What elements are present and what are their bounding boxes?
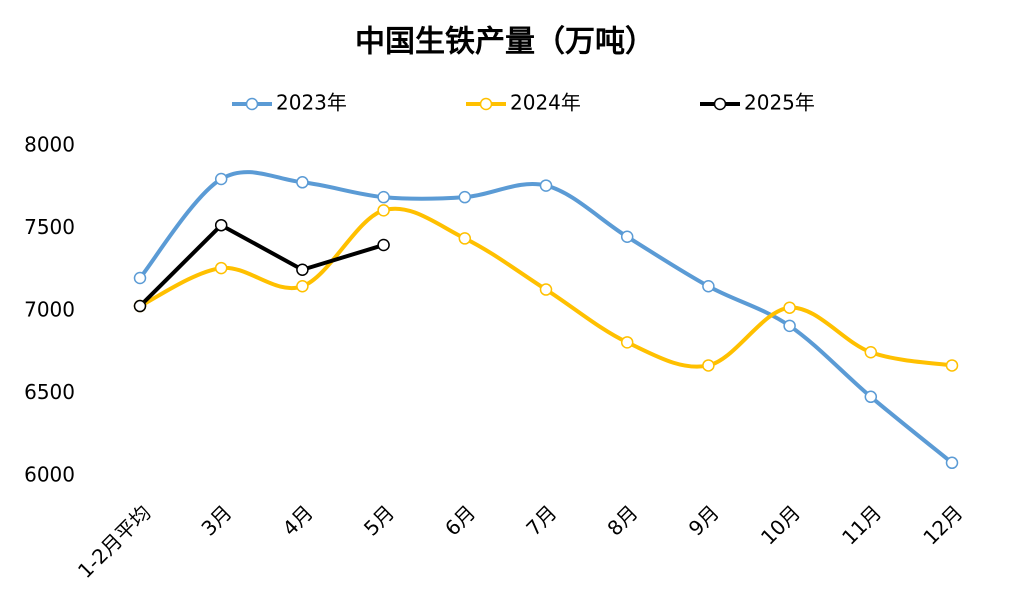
legend-label: 2024年 xyxy=(510,91,581,115)
legend-marker xyxy=(245,97,259,111)
legend-marker xyxy=(479,97,493,111)
y-tick-label: 7000 xyxy=(24,298,75,322)
series-line xyxy=(138,223,386,309)
data-point xyxy=(214,261,228,275)
data-point xyxy=(783,319,796,333)
legend-label: 2023年 xyxy=(276,91,347,115)
data-point xyxy=(133,299,147,313)
data-point xyxy=(864,390,878,404)
data-point xyxy=(296,176,309,189)
data-point xyxy=(945,359,959,372)
data-point xyxy=(702,359,715,372)
data-point xyxy=(377,204,390,217)
data-point xyxy=(214,218,228,232)
y-tick-label: 8000 xyxy=(24,133,75,157)
data-point xyxy=(539,179,553,192)
data-point xyxy=(377,238,390,252)
data-point xyxy=(702,280,715,293)
data-point xyxy=(864,346,878,359)
data-point xyxy=(458,190,472,204)
chart-title: 中国生铁产量（万吨） xyxy=(355,25,655,60)
data-point xyxy=(620,336,634,349)
y-tick-label: 6500 xyxy=(24,380,75,404)
y-tick-label: 7500 xyxy=(24,215,75,239)
data-point xyxy=(620,230,634,243)
legend-label: 2025年 xyxy=(744,91,815,115)
data-point xyxy=(296,280,309,293)
y-tick-label: 6000 xyxy=(24,463,75,487)
legend-marker xyxy=(713,97,727,111)
data-point xyxy=(377,190,390,204)
data-point xyxy=(214,172,228,186)
data-point xyxy=(133,271,147,285)
data-point xyxy=(458,232,472,245)
data-point xyxy=(783,301,796,314)
data-point xyxy=(945,456,959,470)
data-point xyxy=(539,283,553,296)
data-point xyxy=(296,263,309,276)
